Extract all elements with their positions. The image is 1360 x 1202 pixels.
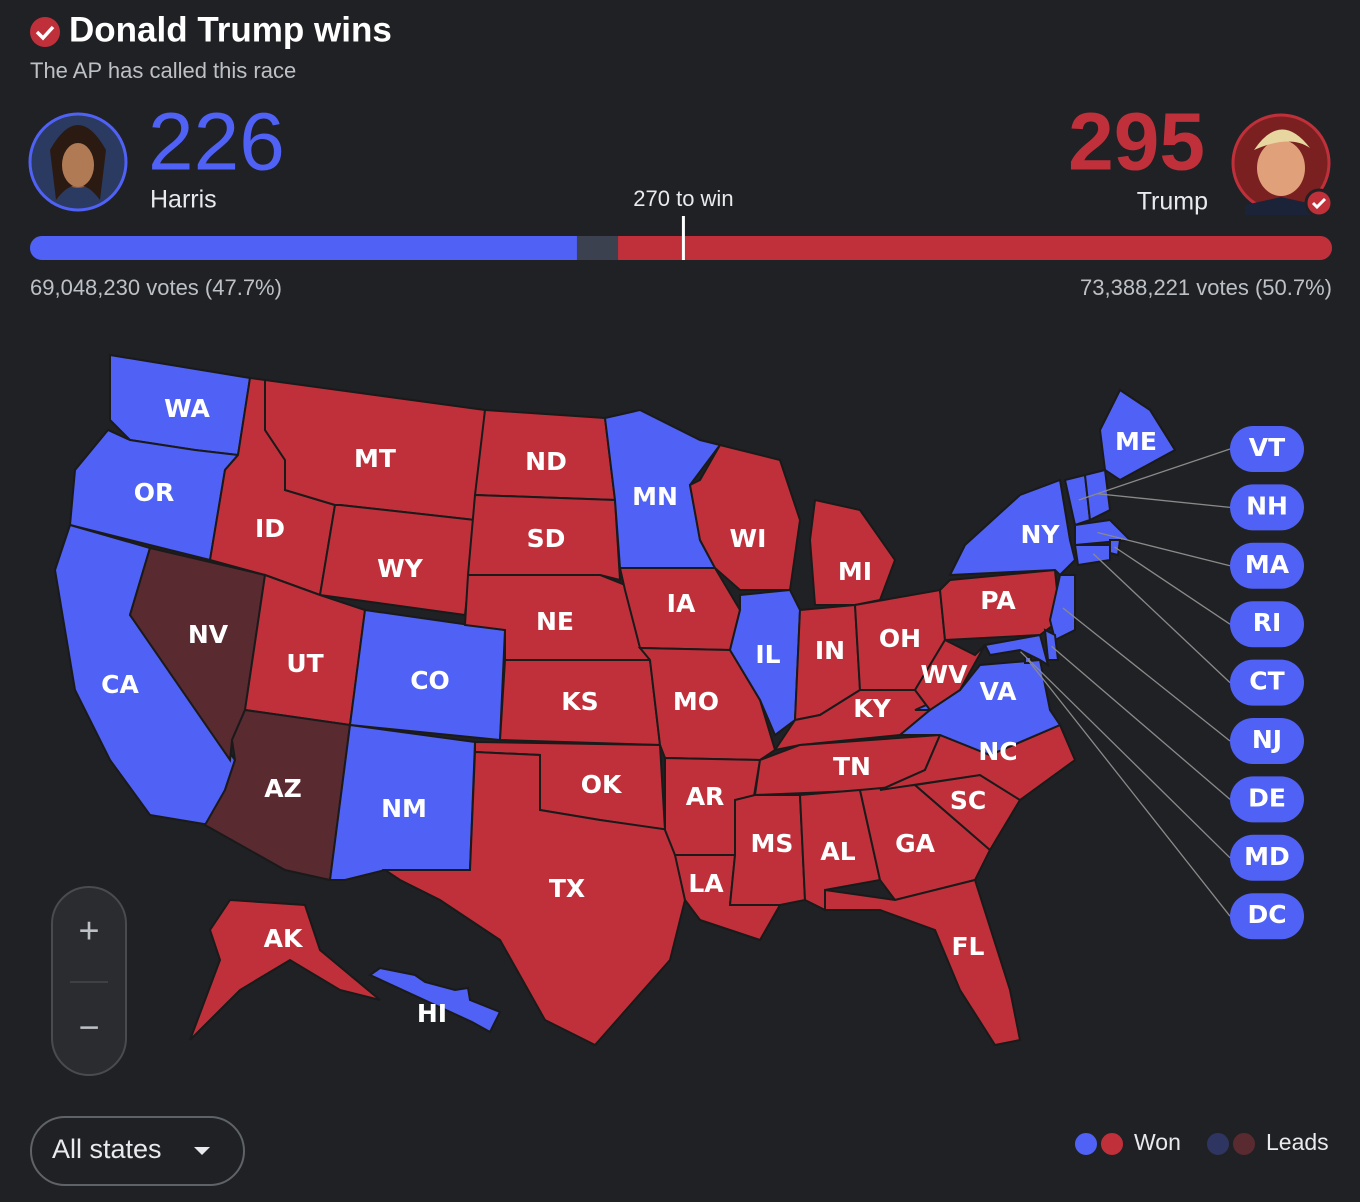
legend-leads: Leads: [1266, 1129, 1329, 1155]
state[interactable]: [1083, 468, 1112, 522]
trump-name: Trump: [1137, 188, 1208, 216]
callout-line: [1020, 651, 1231, 859]
state-filter[interactable]: All states: [30, 1116, 245, 1186]
state[interactable]: [808, 498, 897, 606]
state[interactable]: [824, 878, 1022, 1047]
callout-pill[interactable]: [1230, 426, 1304, 472]
state[interactable]: [1074, 518, 1133, 547]
callout-line: [1062, 607, 1231, 742]
callout-line: [1097, 493, 1231, 509]
callout-pill[interactable]: [1230, 718, 1304, 764]
legend-swatch: [1099, 1131, 1125, 1157]
state[interactable]: [688, 443, 802, 591]
trump-electoral-votes: 295: [1068, 97, 1205, 188]
legend-swatch: [1073, 1131, 1099, 1157]
callout-pill[interactable]: [1230, 484, 1304, 531]
state[interactable]: [473, 408, 617, 502]
electoral-bar: [30, 216, 1332, 260]
state[interactable]: [948, 478, 1077, 577]
callout-pill[interactable]: [1230, 542, 1304, 589]
state[interactable]: [318, 504, 477, 617]
check-icon: [35, 25, 55, 41]
state[interactable]: [728, 794, 807, 906]
state-shapes: [53, 353, 1177, 1047]
harris-segment: [30, 236, 577, 260]
callout-pill[interactable]: [1230, 834, 1304, 881]
state[interactable]: [189, 898, 381, 1041]
legend-swatch: [1231, 1131, 1257, 1157]
callout-line: [1027, 659, 1231, 917]
callout-pill[interactable]: [1230, 601, 1304, 648]
zoom-control: + −: [51, 886, 127, 1076]
state[interactable]: [938, 568, 1062, 642]
callout-line: [1092, 553, 1231, 684]
callout-line: [1078, 448, 1231, 501]
state[interactable]: [897, 658, 1062, 757]
subtitle: The AP has called this race: [30, 58, 296, 83]
harris-name: Harris: [150, 186, 217, 214]
state[interactable]: [328, 723, 477, 881]
callout-pill[interactable]: [1230, 893, 1304, 940]
threshold-label: 270 to win: [633, 186, 733, 211]
harris-votes: 69,048,230 votes (47.7%): [30, 275, 282, 300]
legend-swatch: [1205, 1131, 1231, 1157]
state[interactable]: [498, 659, 662, 747]
callout-line: [1097, 531, 1231, 567]
state[interactable]: [728, 588, 802, 737]
zoom-in[interactable]: +: [78, 910, 99, 951]
filter-label: All states: [52, 1134, 162, 1164]
state[interactable]: [367, 966, 502, 1034]
harris-photo: [28, 112, 128, 212]
state[interactable]: [1073, 544, 1111, 567]
state[interactable]: [983, 633, 1050, 668]
state[interactable]: [381, 750, 687, 1047]
legend: Won Leads: [1073, 1129, 1329, 1157]
state[interactable]: [618, 567, 742, 652]
harris-electoral-votes: 226: [148, 97, 285, 188]
us-map: WAORCANVIDMTWYUTAZCONMNDSDNEKSOKTXMNIAMO…: [53, 353, 1304, 1047]
state[interactable]: [1048, 574, 1076, 642]
check-badge: [30, 17, 60, 47]
trump-votes: 73,388,221 votes (50.7%): [1080, 275, 1332, 300]
state[interactable]: [348, 608, 507, 742]
state[interactable]: [1043, 628, 1060, 661]
trump-photo: [1231, 113, 1334, 218]
state[interactable]: [466, 493, 622, 582]
legend-won: Won: [1134, 1129, 1181, 1155]
callout-pill[interactable]: [1230, 659, 1304, 706]
callout-pill[interactable]: [1230, 776, 1304, 823]
state[interactable]: [1098, 388, 1177, 482]
trump-segment: [618, 236, 1332, 260]
callout-line: [1051, 645, 1231, 800]
title: Donald Trump wins: [69, 10, 392, 49]
zoom-out[interactable]: −: [78, 1007, 99, 1048]
callout-line: [1114, 546, 1231, 625]
